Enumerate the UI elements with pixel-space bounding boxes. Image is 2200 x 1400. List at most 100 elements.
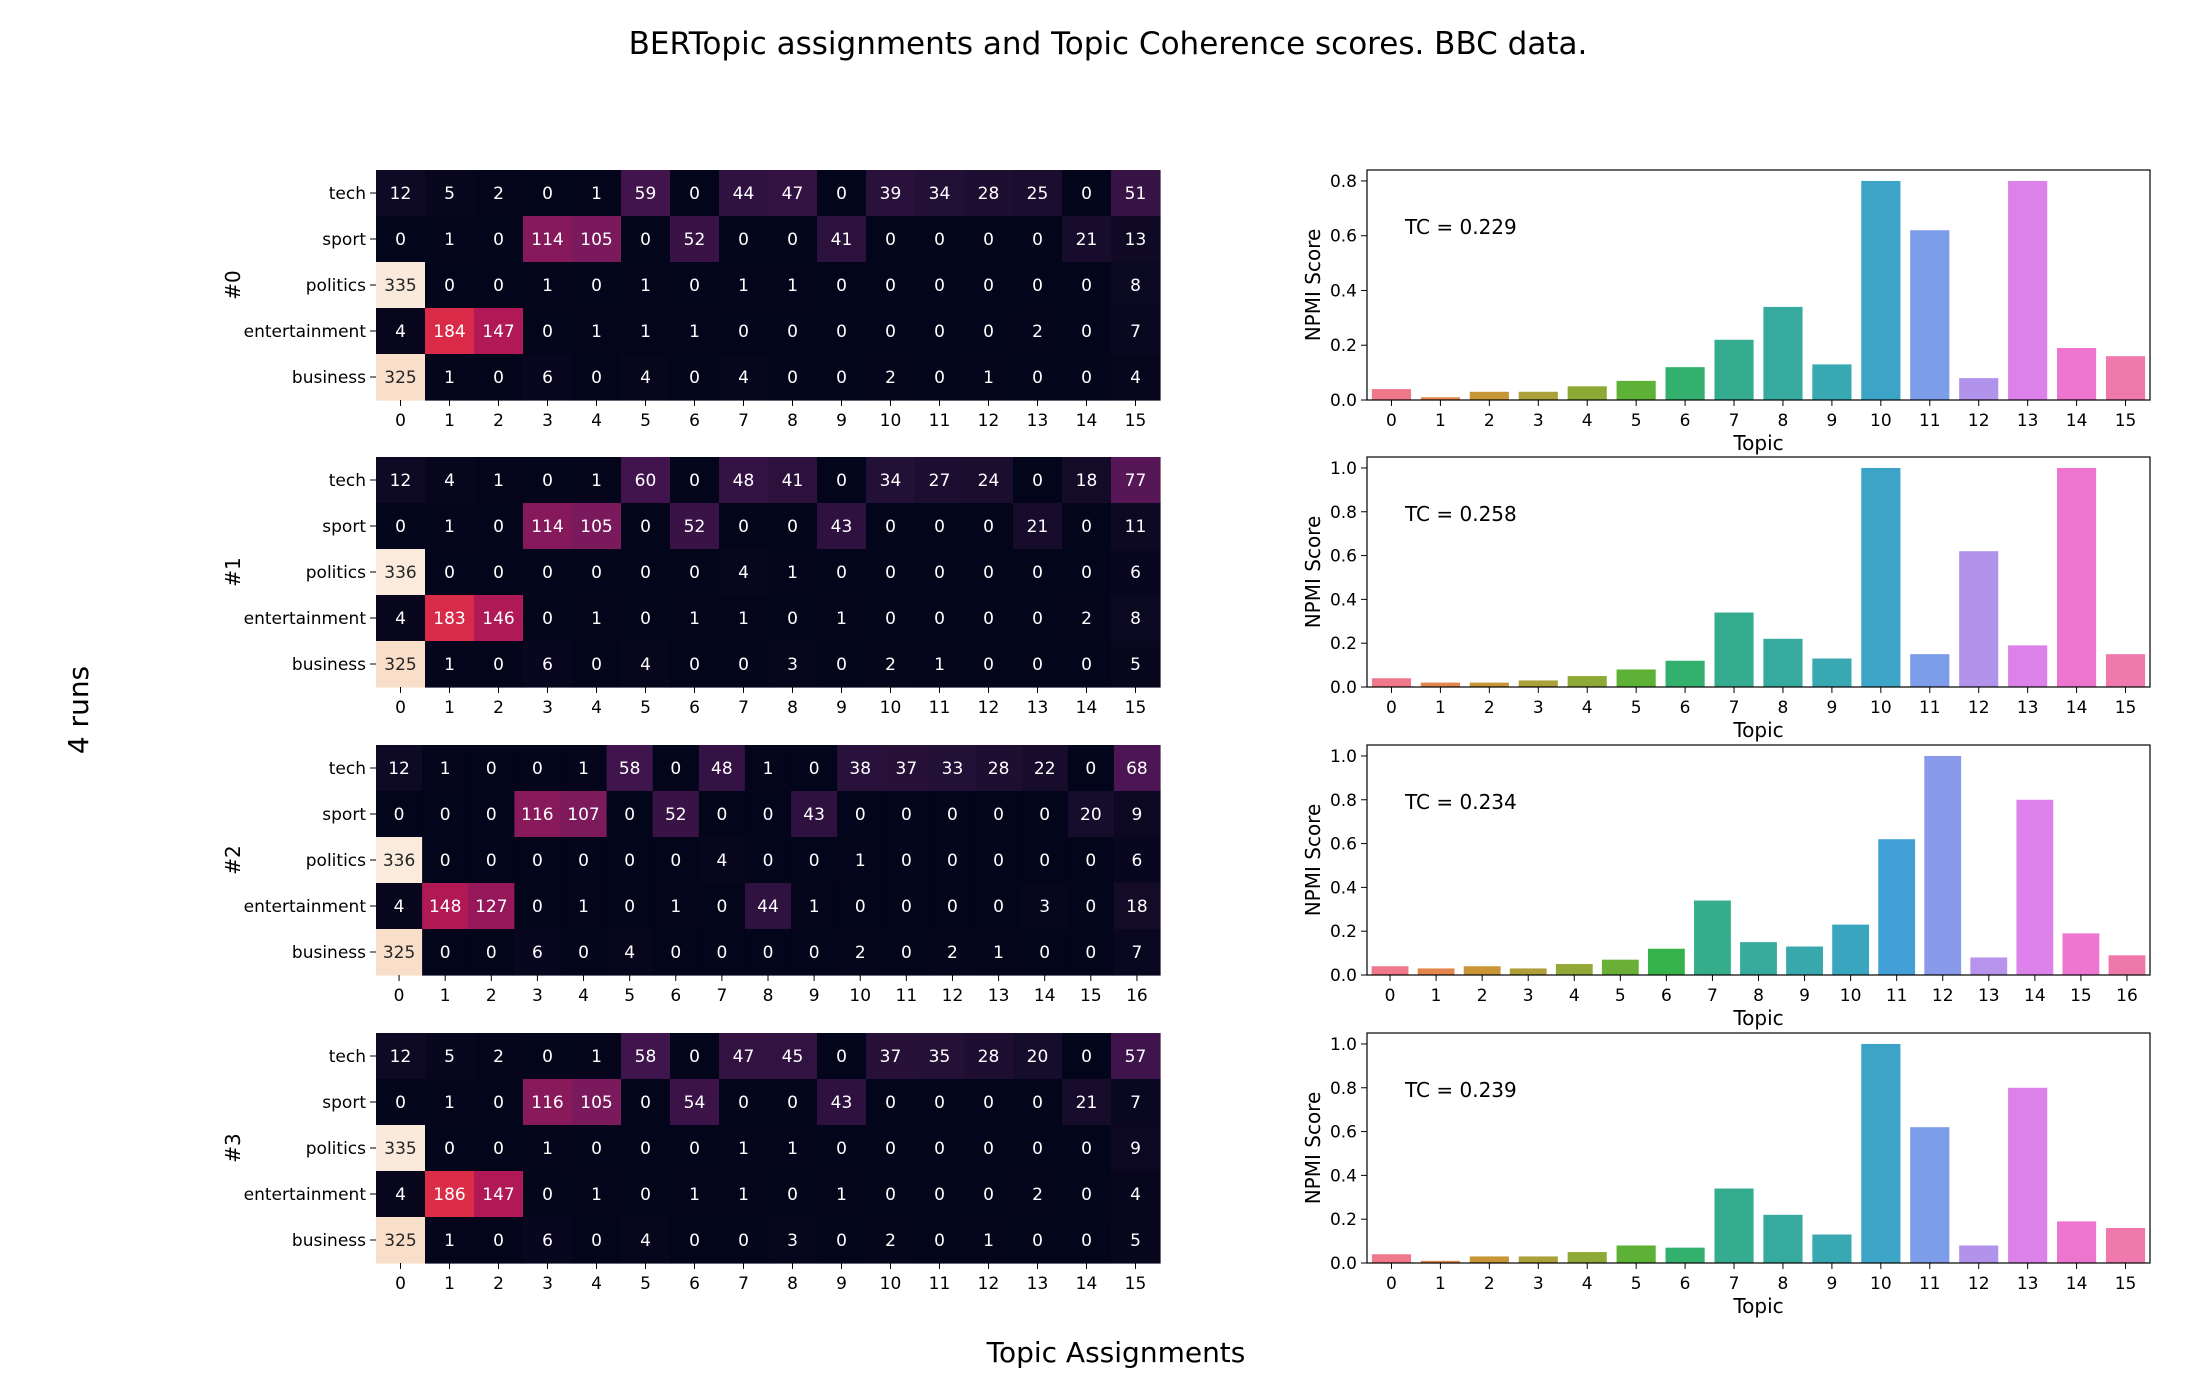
- bar: [1616, 1245, 1656, 1263]
- bar: [1812, 364, 1852, 400]
- heatmap-cell-label: 0: [1032, 1231, 1043, 1251]
- heatmap-cell: [422, 791, 469, 838]
- heatmap-cell-label: 0: [624, 805, 635, 825]
- column-tick-label: 4: [591, 1274, 602, 1294]
- heatmap-cell-label: 0: [486, 805, 497, 825]
- heatmap-cell-label: 68: [1126, 759, 1148, 779]
- heatmap-cell: [652, 883, 700, 930]
- heatmap-cell-label: 0: [640, 1093, 651, 1113]
- heatmap-cell: [817, 216, 867, 263]
- heatmap-cell-label: 0: [591, 655, 602, 675]
- y-tick-label: 0.2: [1330, 336, 1357, 356]
- heatmap-cell: [1013, 1125, 1063, 1172]
- heatmap-cell-label: 21: [1027, 517, 1049, 537]
- heatmap-cell-label: 28: [978, 184, 1000, 204]
- column-tick-label: 14: [1076, 1274, 1098, 1294]
- heatmap-cell-label: 12: [388, 759, 410, 779]
- x-tick-label: 3: [1533, 411, 1544, 431]
- heatmap-cell: [1111, 1079, 1161, 1126]
- x-tick-label: 15: [2115, 1274, 2137, 1294]
- x-tick-label: 1: [1431, 986, 1442, 1006]
- y-tick-label: 1.0: [1330, 459, 1357, 479]
- heatmap-cell-label: 186: [433, 1185, 465, 1205]
- heatmap-cell: [817, 1033, 867, 1080]
- heatmap-cell-label: 107: [567, 805, 599, 825]
- column-tick-label: 15: [1125, 1274, 1147, 1294]
- y-tick-label: 0.6: [1330, 227, 1357, 247]
- heatmap-cell-label: 0: [836, 563, 847, 583]
- heatmap-cell: [376, 595, 426, 642]
- heatmap-cell: [572, 170, 622, 217]
- heatmap-cell: [606, 883, 654, 930]
- row-tick-label: entertainment: [244, 322, 367, 342]
- bar: [2062, 933, 2100, 975]
- heatmap-cell-label: 0: [542, 563, 553, 583]
- heatmap-cell-label: 0: [640, 1185, 651, 1205]
- heatmap-cell: [915, 262, 965, 309]
- heatmap-cell: [376, 262, 426, 309]
- heatmap-cell: [744, 745, 792, 792]
- heatmap-cell-label: 59: [635, 184, 657, 204]
- column-tick-label: 12: [978, 698, 1000, 718]
- heatmap-cell-label: 0: [689, 1231, 700, 1251]
- heatmap-cell-label: 0: [716, 897, 727, 917]
- heatmap-cell-label: 38: [849, 759, 871, 779]
- heatmap-cell-label: 1: [689, 1185, 700, 1205]
- heatmap-cell-label: 4: [738, 563, 749, 583]
- heatmap-cell-label: 0: [901, 805, 912, 825]
- y-tick-label: 0.0: [1330, 1254, 1357, 1274]
- heatmap-cell: [1013, 549, 1063, 596]
- heatmap-cell-label: 0: [738, 1231, 749, 1251]
- heatmap-cell-label: 27: [929, 471, 951, 491]
- row-tick-label: entertainment: [244, 1185, 367, 1205]
- heatmap-cell-label: 52: [665, 805, 687, 825]
- column-tick-label: 5: [640, 698, 651, 718]
- x-tick-label: 6: [1680, 698, 1691, 718]
- column-tick-label: 8: [787, 1274, 798, 1294]
- heatmap-cell: [425, 503, 475, 550]
- row-tick-label: business: [292, 368, 366, 388]
- heatmap-cell: [964, 595, 1014, 642]
- heatmap-cell-label: 114: [531, 517, 563, 537]
- heatmap-cell: [964, 354, 1014, 401]
- heatmap-cell: [915, 170, 965, 217]
- heatmap-cell-label: 0: [836, 471, 847, 491]
- heatmap-cell-label: 1: [689, 322, 700, 342]
- heatmap-cell-label: 0: [542, 609, 553, 629]
- heatmap-cell: [964, 170, 1014, 217]
- heatmap-cell: [964, 308, 1014, 355]
- heatmap-cell-label: 0: [836, 184, 847, 204]
- heatmap-cell-label: 1: [440, 759, 451, 779]
- heatmap-cell-label: 0: [689, 1139, 700, 1159]
- heatmap-cell: [975, 837, 1023, 884]
- heatmap-cell-label: 0: [1039, 943, 1050, 963]
- x-tick-label: 14: [2066, 698, 2088, 718]
- heatmap-cell-label: 11: [1125, 517, 1147, 537]
- heatmap-cell: [817, 170, 867, 217]
- heatmap-cell-label: 43: [831, 1093, 853, 1113]
- heatmap-cell-label: 0: [444, 1139, 455, 1159]
- heatmap-cell: [698, 745, 746, 792]
- heatmap-cell: [376, 929, 423, 976]
- heatmap-cell-label: 0: [1081, 1185, 1092, 1205]
- heatmap-cell-label: 9: [1132, 805, 1143, 825]
- heatmap-cell: [929, 837, 977, 884]
- heatmap-cell: [719, 170, 769, 217]
- column-tick-label: 3: [532, 986, 543, 1006]
- heatmap-cell: [1113, 837, 1161, 884]
- heatmap-cell-label: 54: [684, 1093, 706, 1113]
- heatmap-cell-label: 0: [640, 230, 651, 250]
- heatmap-cell: [1062, 170, 1112, 217]
- heatmap-cell: [1111, 170, 1161, 217]
- heatmap-cell-label: 0: [934, 368, 945, 388]
- heatmap-cell: [975, 791, 1023, 838]
- heatmap-cell-label: 0: [493, 230, 504, 250]
- bar: [1509, 968, 1547, 975]
- heatmap-cell: [719, 1171, 769, 1218]
- heatmap-cell-label: 0: [983, 1139, 994, 1159]
- heatmap-cell-label: 0: [738, 655, 749, 675]
- bar: [1420, 1260, 1460, 1263]
- heatmap-cell: [572, 457, 622, 504]
- x-tick-label: 13: [2017, 698, 2039, 718]
- heatmap-cell-label: 0: [993, 805, 1004, 825]
